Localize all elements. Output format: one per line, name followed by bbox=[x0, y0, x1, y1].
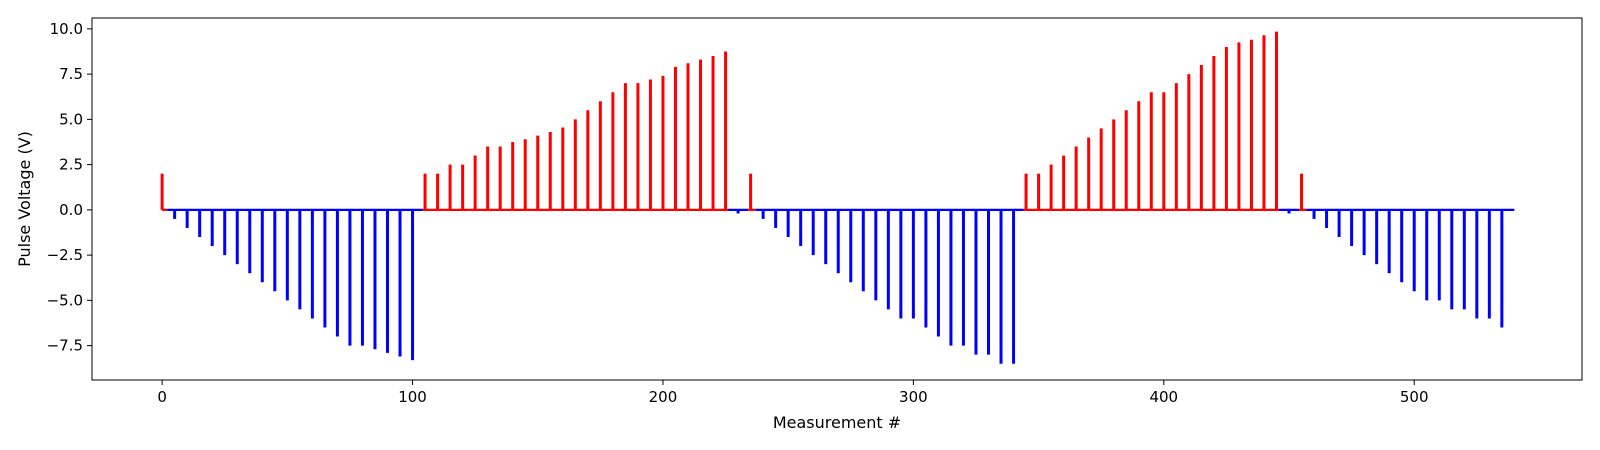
y-tick-label: 2.5 bbox=[59, 156, 83, 174]
y-tick-label: 7.5 bbox=[59, 65, 83, 83]
pulse-stems bbox=[160, 31, 1504, 364]
x-tick-label: 0 bbox=[157, 388, 167, 406]
y-tick-label: −5.0 bbox=[47, 291, 83, 309]
x-tick-label: 100 bbox=[398, 388, 427, 406]
x-axis-ticks: 0 100 200 300 400 500 bbox=[157, 380, 1429, 406]
plot-frame bbox=[91, 17, 1583, 381]
y-axis-label: Pulse Voltage (V) bbox=[15, 131, 34, 267]
x-tick-label: 400 bbox=[1149, 388, 1178, 406]
x-tick-label: 300 bbox=[899, 388, 928, 406]
x-tick-label: 200 bbox=[649, 388, 678, 406]
x-tick-label: 500 bbox=[1400, 388, 1429, 406]
y-tick-label: 0.0 bbox=[59, 201, 83, 219]
x-axis-label: Measurement # bbox=[773, 413, 901, 432]
y-axis-ticks: −7.5 −5.0 −2.5 0.0 2.5 5.0 7.5 10.0 bbox=[47, 20, 92, 355]
y-tick-label: 10.0 bbox=[50, 20, 83, 38]
y-tick-label: −2.5 bbox=[47, 246, 83, 264]
y-tick-label: −7.5 bbox=[47, 337, 83, 355]
y-tick-label: 5.0 bbox=[59, 110, 83, 128]
